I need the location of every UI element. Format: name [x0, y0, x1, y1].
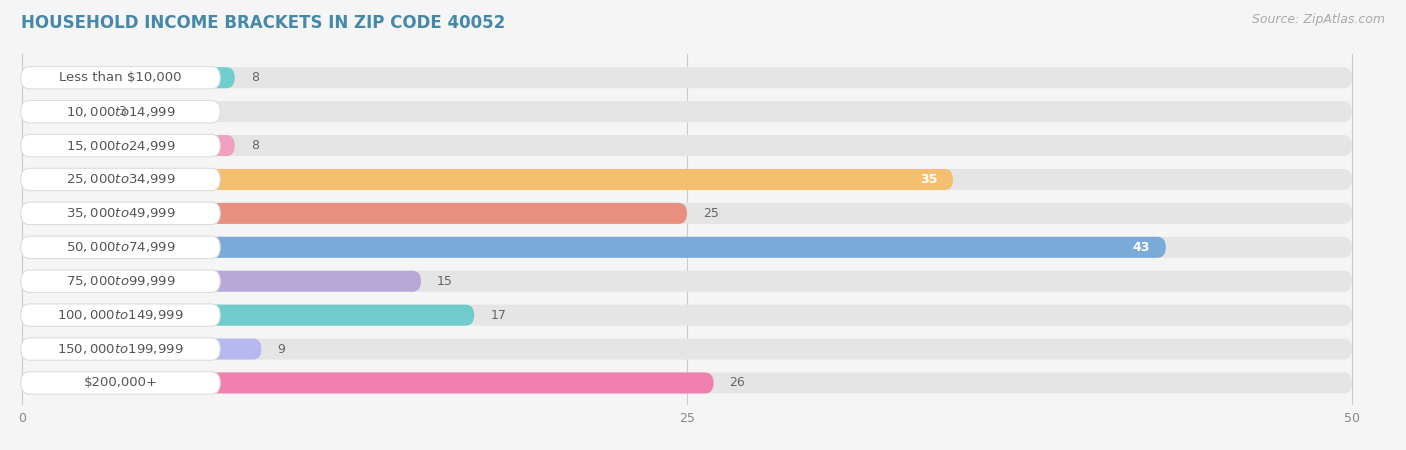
FancyBboxPatch shape [21, 304, 221, 326]
Text: 35: 35 [920, 173, 936, 186]
FancyBboxPatch shape [22, 237, 1353, 258]
Text: $100,000 to $149,999: $100,000 to $149,999 [58, 308, 184, 322]
Text: $10,000 to $14,999: $10,000 to $14,999 [66, 105, 176, 119]
FancyBboxPatch shape [22, 373, 1353, 393]
FancyBboxPatch shape [22, 203, 1353, 224]
Text: 43: 43 [1132, 241, 1150, 254]
Text: 26: 26 [730, 377, 745, 389]
FancyBboxPatch shape [22, 67, 1353, 88]
FancyBboxPatch shape [21, 236, 221, 258]
Text: $25,000 to $34,999: $25,000 to $34,999 [66, 172, 176, 186]
FancyBboxPatch shape [21, 338, 221, 360]
FancyBboxPatch shape [22, 169, 1353, 190]
Text: $50,000 to $74,999: $50,000 to $74,999 [66, 240, 176, 254]
FancyBboxPatch shape [21, 270, 221, 292]
Text: $15,000 to $24,999: $15,000 to $24,999 [66, 139, 176, 153]
FancyBboxPatch shape [22, 338, 1353, 360]
FancyBboxPatch shape [22, 101, 101, 122]
FancyBboxPatch shape [21, 135, 221, 157]
FancyBboxPatch shape [21, 202, 221, 225]
FancyBboxPatch shape [22, 271, 1353, 292]
FancyBboxPatch shape [22, 135, 1353, 156]
FancyBboxPatch shape [22, 67, 235, 88]
Text: 9: 9 [277, 342, 285, 356]
FancyBboxPatch shape [22, 338, 262, 360]
Text: Source: ZipAtlas.com: Source: ZipAtlas.com [1251, 14, 1385, 27]
FancyBboxPatch shape [22, 271, 420, 292]
Text: 8: 8 [250, 71, 259, 84]
FancyBboxPatch shape [22, 237, 1166, 258]
FancyBboxPatch shape [21, 372, 221, 394]
FancyBboxPatch shape [21, 67, 221, 89]
Text: 3: 3 [118, 105, 125, 118]
Text: $35,000 to $49,999: $35,000 to $49,999 [66, 207, 176, 220]
Text: Less than $10,000: Less than $10,000 [59, 71, 181, 84]
Text: 8: 8 [250, 139, 259, 152]
FancyBboxPatch shape [22, 203, 688, 224]
FancyBboxPatch shape [22, 373, 714, 393]
FancyBboxPatch shape [22, 169, 953, 190]
Text: 17: 17 [491, 309, 506, 322]
FancyBboxPatch shape [22, 135, 235, 156]
Text: $150,000 to $199,999: $150,000 to $199,999 [58, 342, 184, 356]
FancyBboxPatch shape [21, 168, 221, 191]
Text: $200,000+: $200,000+ [83, 377, 157, 389]
Text: $75,000 to $99,999: $75,000 to $99,999 [66, 274, 176, 288]
FancyBboxPatch shape [22, 305, 1353, 326]
FancyBboxPatch shape [22, 305, 474, 326]
Text: 25: 25 [703, 207, 718, 220]
Text: HOUSEHOLD INCOME BRACKETS IN ZIP CODE 40052: HOUSEHOLD INCOME BRACKETS IN ZIP CODE 40… [21, 14, 505, 32]
Text: 15: 15 [437, 274, 453, 288]
FancyBboxPatch shape [21, 100, 221, 123]
FancyBboxPatch shape [22, 101, 1353, 122]
